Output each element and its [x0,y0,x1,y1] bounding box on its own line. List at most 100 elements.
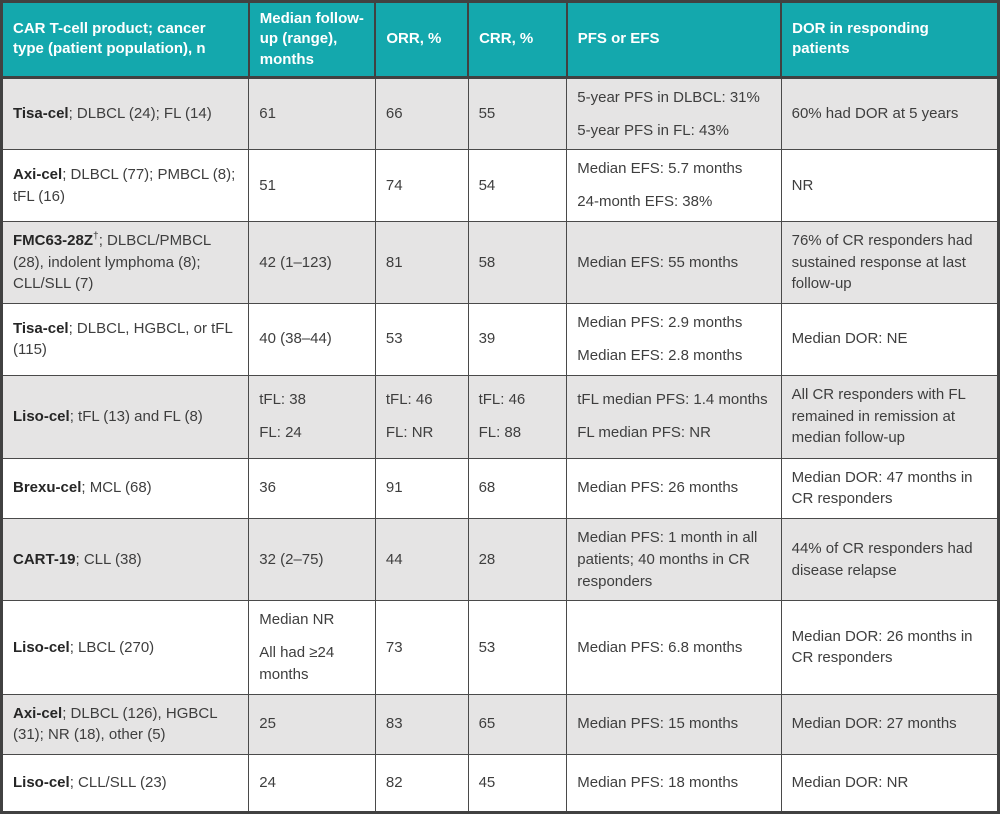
cell-text: 74 [385,176,403,194]
product-name: Liso-cel [13,407,70,425]
dor-cell: 44% of CR responders had disease relapse [780,517,1000,602]
cell-text: 53 [385,330,403,348]
cell-text: 40 (38–44) [259,330,332,348]
product-cell: CART-19; CLL (38) [0,517,250,602]
cell-text: FL: 24 [259,424,302,441]
followup-cell: 24 [248,754,376,813]
cell-text: 42 (1–123) [259,253,332,271]
product-cell: Axi-cel; DLBCL (77); PMBCL (8); tFL (16) [0,149,250,222]
followup-cell: 32 (2–75) [248,517,376,602]
pfs-cell: Median EFS: 55 months [566,220,782,305]
cell-text: FL: NR [385,424,434,441]
cell-text: tFL median PFS: 1.4 months [577,391,768,409]
orr-cell: 73 [374,600,469,695]
crr-cell: tFL: 46 FL: 88 [467,374,568,459]
cell-text: Median PFS: 1 month in all patients; 40 … [577,529,758,590]
dor-cell: Median DOR: 26 months in CR responders [780,600,1000,695]
crr-cell: 58 [467,220,568,305]
product-cell: Liso-cel; CLL/SLL (23) [0,754,250,813]
cell-text: Median PFS: 2.9 months [577,314,743,331]
table-row: Liso-cel; tFL (13) and FL (8) tFL: 38 FL: … [0,374,1000,459]
dor-cell: Median DOR: 47 months in CR responders [780,457,1000,519]
cell-text: NR [791,176,814,194]
cell-text: 82 [385,774,403,792]
column-header: CAR T-cell product; cancer type (patient… [0,0,250,79]
crr-cell: 39 [467,303,568,376]
orr-cell: 82 [374,754,469,813]
pfs-cell: Median PFS: 18 months [566,754,782,813]
cell-text: Median PFS: 26 months [577,479,739,497]
cell-text: 61 [259,105,276,123]
followup-cell: 42 (1–123) [248,220,376,305]
pfs-cell: Median PFS: 26 months [566,457,782,519]
dor-cell: 76% of CR responders had sustained respo… [780,220,1000,305]
cell-text: 76% of CR responders had sustained respo… [791,231,973,293]
cell-text: 73 [385,638,403,656]
cell-text: 60% had DOR at 5 years [791,105,959,123]
product-description: ; DLBCL, HGBCL, or tFL (115) [13,319,233,359]
orr-cell: 83 [374,693,469,755]
product-name: Liso-cel [13,638,70,656]
followup-cell: 61 [248,76,376,151]
cell-text: 25 [259,715,276,733]
cell-text: FL median PFS: NR [577,424,711,441]
product-cell: Liso-cel; tFL (13) and FL (8) [0,374,250,459]
product-description: ; MCL (68) [81,479,152,497]
cell-text: Median DOR: 26 months in CR responders [791,627,973,667]
crr-cell: 28 [467,517,568,602]
pfs-cell: tFL median PFS: 1.4 months FL median PFS:… [566,374,782,459]
orr-cell: 81 [374,220,469,305]
dor-cell: Median DOR: 27 months [780,693,1000,755]
product-name: CART-19 [13,550,76,568]
orr-cell: tFL: 46 FL: NR [374,374,469,459]
crr-cell: 54 [467,149,568,222]
cell-text: 53 [478,638,496,656]
dor-cell: Median DOR: NR [780,754,1000,813]
crr-cell: 45 [467,754,568,813]
column-header: PFS or EFS [565,0,783,79]
cell-text: Median NR [259,611,335,629]
product-description: ; DLBCL (24); FL (14) [68,105,212,123]
cell-text: All CR responders with FL remained in re… [791,385,966,447]
cell-text: 24 [259,774,276,792]
column-header: DOR in responding patients [780,0,1000,79]
cell-text: 55 [478,105,496,123]
cell-text: 45 [478,774,496,792]
table-row: FMC63-28Z†; DLBCL/PMBCL (28), indolent l… [0,220,1000,305]
table-header: CAR T-cell product; cancer type (patient… [0,0,1000,79]
cell-text: Median PFS: 18 months [577,774,739,792]
product-name: Tisa-cel [13,105,69,123]
product-cell: FMC63-28Z†; DLBCL/PMBCL (28), indolent l… [0,220,250,305]
header-row: CAR T-cell product; cancer type (patient… [0,0,1000,79]
product-name: Liso-cel [13,774,70,792]
orr-cell: 53 [374,303,469,376]
cell-text: 5-year PFS in DLBCL: 31% [577,88,760,106]
product-description: ; DLBCL (126), HGBCL (31); NR (18), othe… [13,704,217,744]
orr-cell: 44 [374,517,469,602]
followup-cell: Median NR All had ≥24 months [248,600,376,695]
table-body: Tisa-cel; DLBCL (24); FL (14) 61 66 55 5-yea… [0,76,1000,813]
dor-cell: All CR responders with FL remained in re… [780,374,1000,459]
table-row: Liso-cel; LBCL (270) Median NR All had ≥24… [0,600,1000,695]
cell-text: Median EFS: 55 months [577,253,739,271]
cell-text: 68 [478,479,496,497]
table-row: Axi-cel; DLBCL (126), HGBCL (31); NR (18… [0,693,1000,755]
product-cell: Liso-cel; LBCL (270) [0,600,250,695]
product-description: ; CLL (38) [75,550,142,568]
product-description: ; DLBCL/PMBCL (28), indolent lymphoma (8… [13,231,211,293]
product-name: Axi-cel [13,165,63,183]
orr-cell: 91 [374,457,469,519]
cell-text: All had ≥24 months [259,644,335,683]
table-row: Tisa-cel; DLBCL (24); FL (14) 61 66 55 5-yea… [0,76,1000,151]
product-description: ; tFL (13) and FL (8) [69,407,203,425]
cell-text: 5-year PFS in FL: 43% [577,121,729,139]
pfs-cell: Median PFS: 2.9 months Median EFS: 2.8 mo… [566,303,782,376]
cell-text: Median EFS: 2.8 months [577,346,743,364]
crr-cell: 65 [467,693,568,755]
cell-text: Median PFS: 15 months [577,715,739,733]
cell-text: FL: 88 [478,424,522,441]
cell-text: 44% of CR responders had disease relapse [791,539,973,579]
crr-cell: 68 [467,457,568,519]
product-name: FMC63-28Z [13,231,94,249]
